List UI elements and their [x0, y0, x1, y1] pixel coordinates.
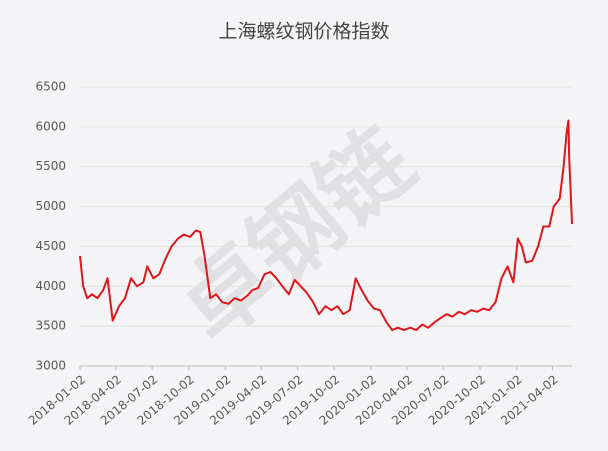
y-tick-label: 4000 — [35, 279, 66, 293]
y-tick-label: 3000 — [35, 359, 66, 373]
y-tick-label: 3500 — [35, 319, 66, 333]
line-series — [79, 119, 573, 332]
y-tick-label: 5000 — [35, 199, 66, 213]
y-tick-label: 5500 — [35, 159, 66, 173]
y-tick-label: 4500 — [35, 239, 66, 253]
y-tick-label: 6500 — [35, 80, 66, 94]
chart-title: 上海螺纹钢价格指数 — [218, 21, 389, 43]
y-tick-label: 6000 — [35, 119, 66, 133]
